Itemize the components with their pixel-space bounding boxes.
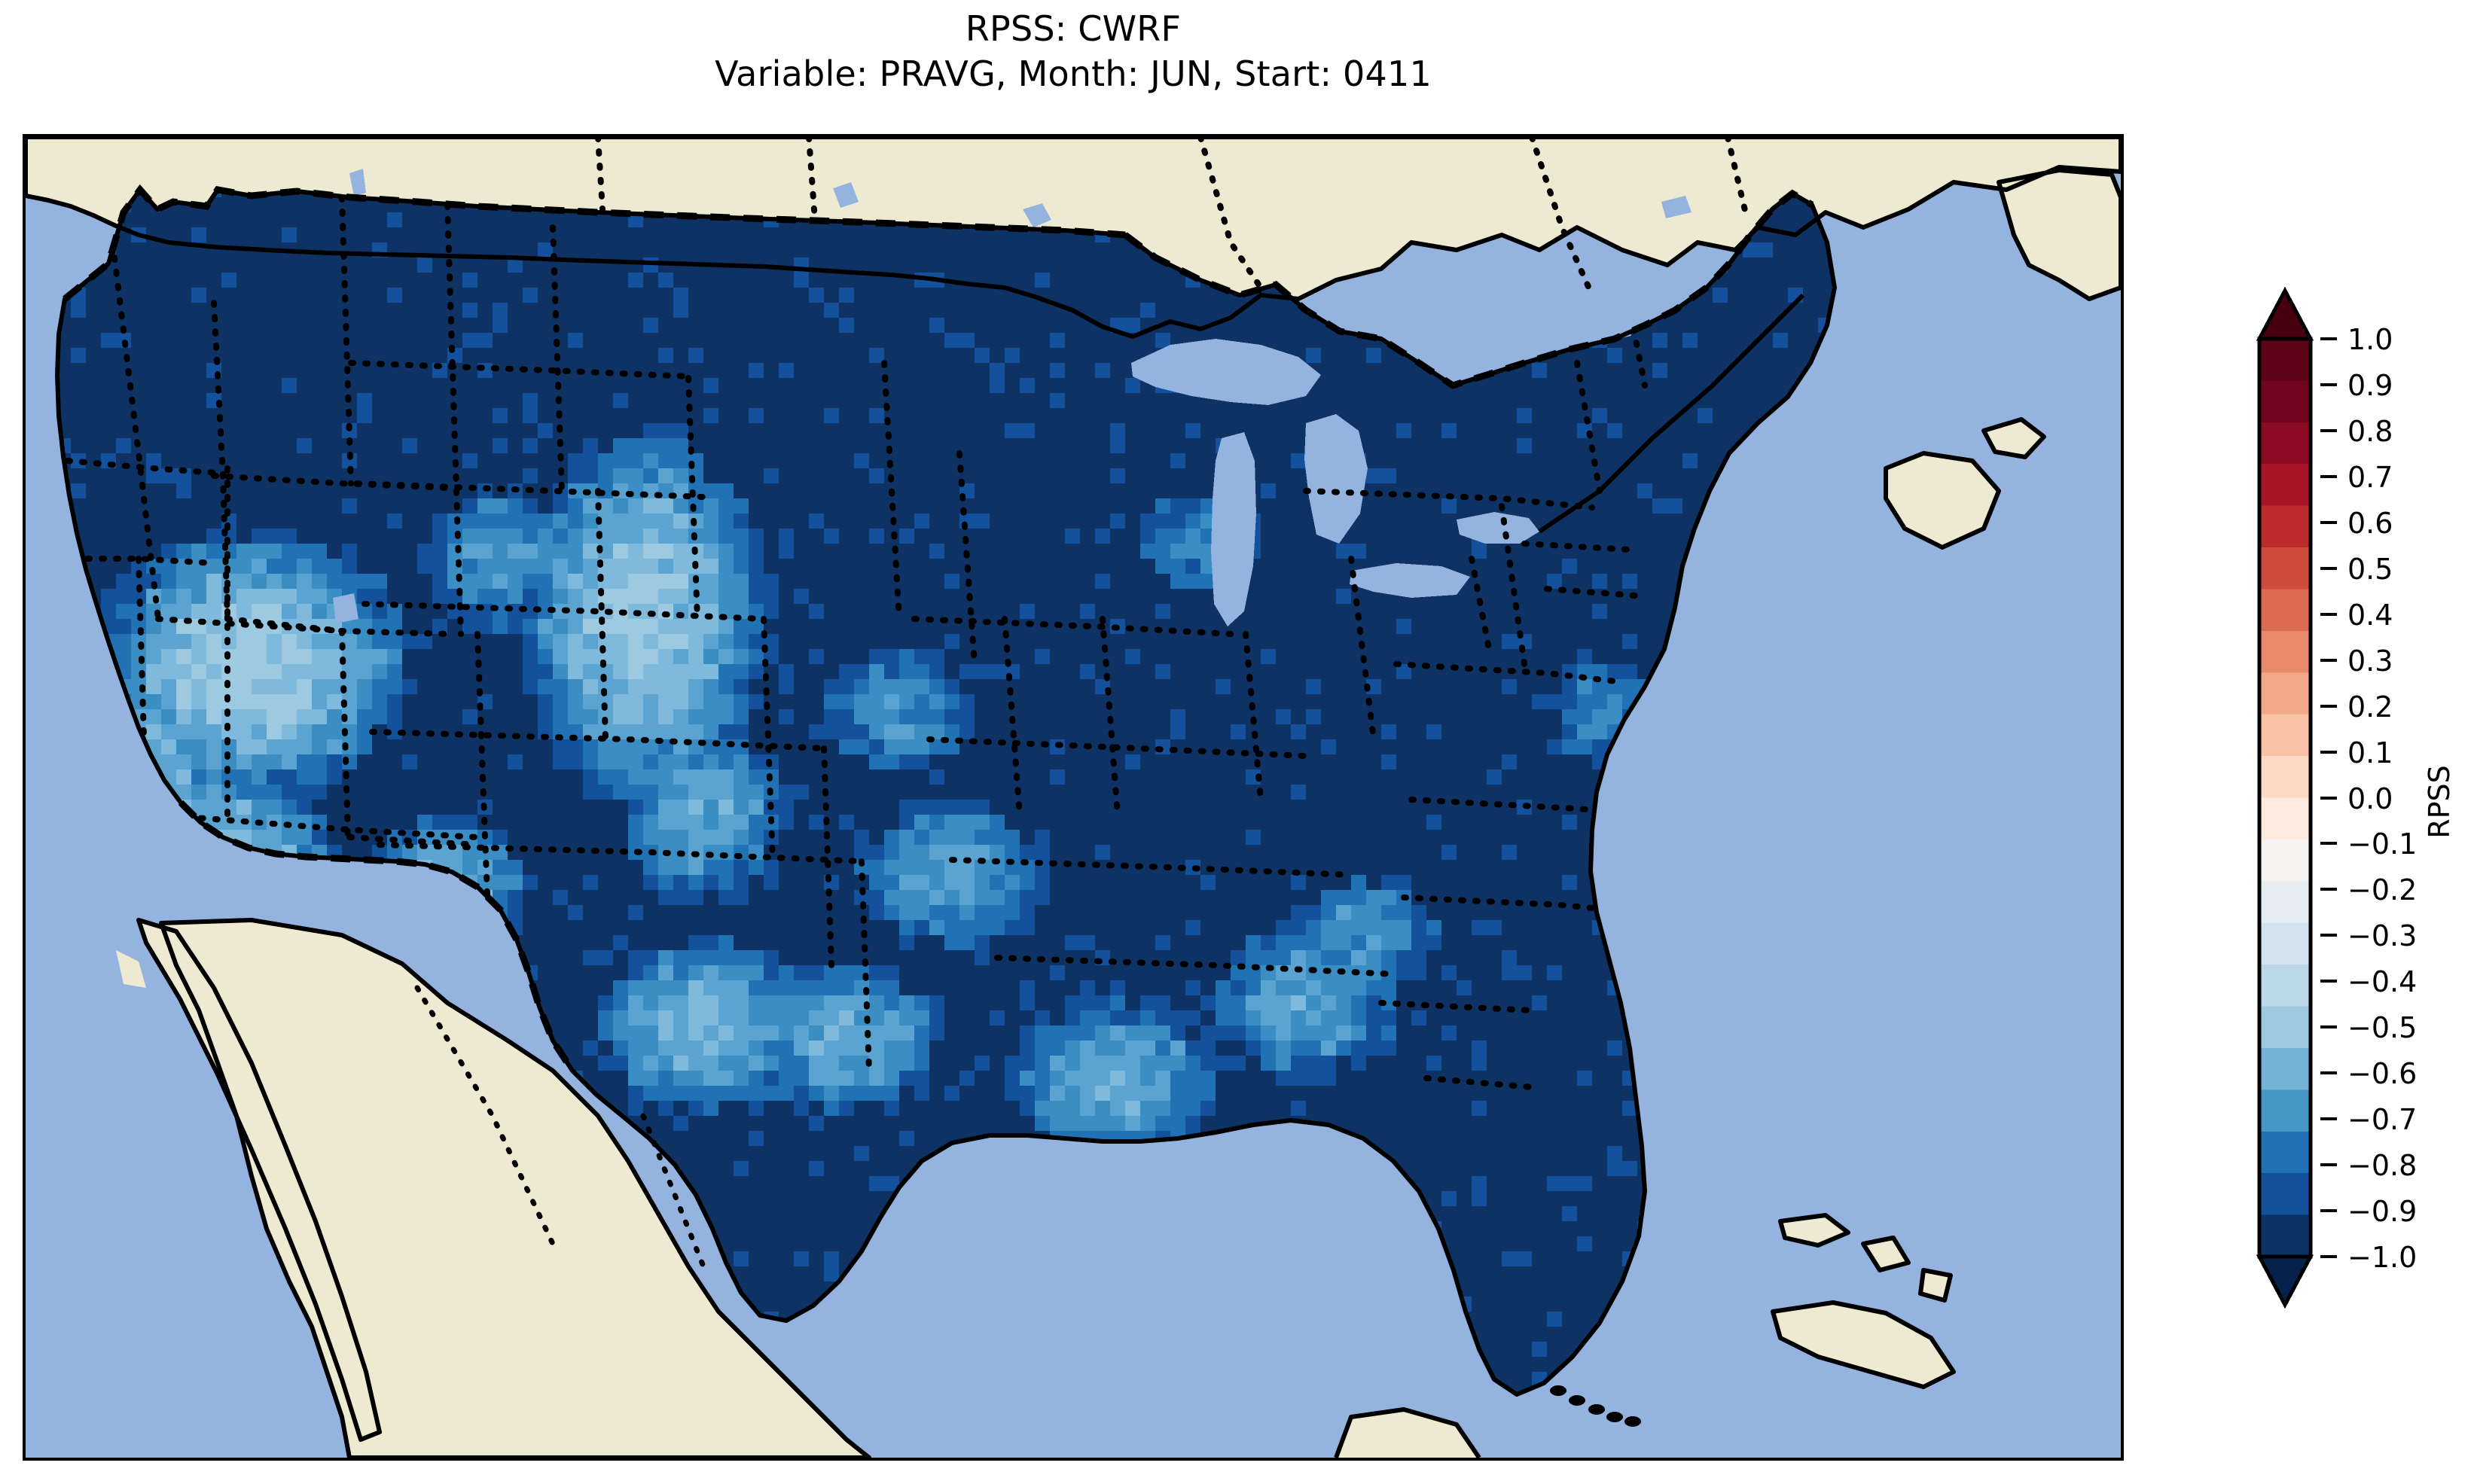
colorbar-gradient: [2256, 286, 2314, 1309]
colorbar-tick-mark: [2320, 796, 2337, 800]
colorbar-tick-mark: [2320, 704, 2337, 708]
colorbar-tick-text: 0.5: [2347, 552, 2393, 586]
map-panel: [23, 134, 2124, 1461]
map-canvas: [26, 137, 2121, 1458]
colorbar-tick-text: −0.8: [2347, 1149, 2418, 1183]
colorbar-tick-text: 0.0: [2347, 782, 2393, 815]
colorbar-tick-text: 0.2: [2347, 690, 2393, 724]
colorbar-tick-text: 0.8: [2347, 414, 2393, 448]
colorbar-swatches: [2256, 286, 2314, 1309]
colorbar-tick-text: −0.7: [2347, 1103, 2418, 1137]
colorbar-tick-labels: 1.0 0.9 0.8 0.7 0.6 0.5 0.4 0.3 0.2 0.1 0.0 −0.1 −0.…: [2320, 226, 2433, 1378]
colorbar-tick-text: −0.6: [2347, 1057, 2418, 1091]
colorbar-tick-mark: [2320, 520, 2337, 524]
colorbar-tick-text: −0.9: [2347, 1195, 2418, 1229]
colorbar-tick-text: 0.1: [2347, 736, 2393, 769]
title-line-2: Variable: PRAVG, Month: JUN, Start: 0411: [715, 53, 1432, 94]
colorbar: 1.0 0.9 0.8 0.7 0.6 0.5 0.4 0.3 0.2 0.1 0.0 −0.1 −0.…: [2256, 226, 2474, 1378]
colorbar-tick-text: 1.0: [2347, 323, 2393, 356]
colorbar-tick-mark: [2320, 1163, 2337, 1167]
colorbar-tick-mark: [2320, 1025, 2337, 1029]
colorbar-tick-mark: [2320, 428, 2337, 432]
colorbar-tick-text: −0.5: [2347, 1011, 2418, 1045]
colorbar-tick-mark: [2320, 382, 2337, 386]
colorbar-tick-mark: [2320, 612, 2337, 616]
colorbar-tick-mark: [2320, 1071, 2337, 1075]
title-line-1: RPSS: CWRF: [965, 8, 1182, 49]
colorbar-tick-mark: [2320, 842, 2337, 846]
colorbar-tick-mark: [2320, 888, 2337, 891]
colorbar-tick-mark: [2320, 566, 2337, 570]
colorbar-tick-mark: [2320, 980, 2337, 983]
colorbar-tick-text: −0.2: [2347, 873, 2418, 907]
colorbar-tick-mark: [2320, 934, 2337, 937]
colorbar-tick-mark: [2320, 658, 2337, 662]
colorbar-tick-mark: [2320, 1255, 2337, 1258]
colorbar-tick-text: −0.1: [2347, 827, 2418, 861]
colorbar-tick-text: −1.0: [2347, 1241, 2418, 1274]
colorbar-tick-mark: [2320, 474, 2337, 478]
colorbar-tick-mark: [2320, 1117, 2337, 1121]
colorbar-tick-text: 0.9: [2347, 368, 2393, 402]
colorbar-tick-mark: [2320, 337, 2337, 340]
colorbar-tick-mark: [2320, 750, 2337, 754]
colorbar-tick-mark: [2320, 1209, 2337, 1213]
colorbar-axis-label: RPSS: [2417, 226, 2462, 1378]
colorbar-tick-text: −0.4: [2347, 965, 2418, 999]
colorbar-tick-text: 0.7: [2347, 460, 2393, 494]
figure-title: RPSS: CWRF Variable: PRAVG, Month: JUN, …: [0, 6, 2146, 96]
colorbar-axis-label-text: RPSS: [2423, 765, 2456, 839]
colorbar-tick-text: −0.3: [2347, 919, 2418, 953]
colorbar-tick-text: 0.6: [2347, 506, 2393, 540]
colorbar-tick-text: 0.4: [2347, 598, 2393, 632]
colorbar-tick-text: 0.3: [2347, 644, 2393, 678]
